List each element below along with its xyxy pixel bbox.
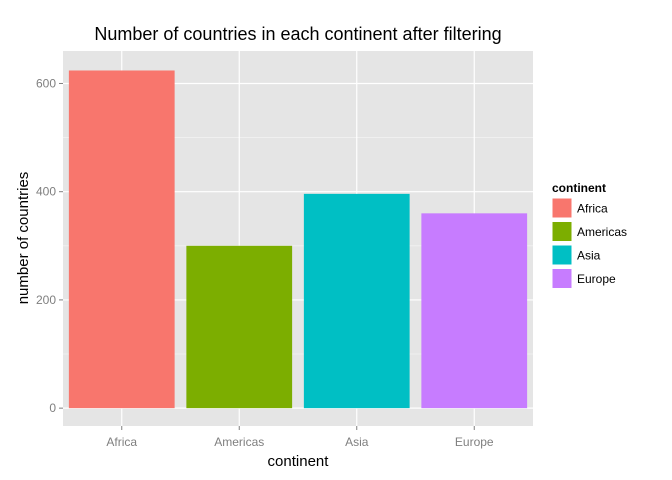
legend-key-asia bbox=[551, 244, 573, 266]
bar-europe bbox=[421, 213, 528, 409]
legend-title: continent bbox=[552, 181, 606, 195]
chart-title: Number of countries in each continent af… bbox=[94, 24, 501, 44]
y-tick-label: 0 bbox=[49, 401, 56, 415]
legend-key-africa bbox=[551, 197, 573, 219]
x-axis: Africa Americas Asia Europe bbox=[106, 426, 494, 449]
y-tick-label: 200 bbox=[36, 293, 56, 307]
y-tick-label: 400 bbox=[36, 185, 56, 199]
x-tick-label: Americas bbox=[214, 435, 264, 449]
legend: continent Africa Americas Asia Europe bbox=[551, 181, 627, 289]
bar-americas bbox=[186, 245, 293, 409]
legend-label: Europe bbox=[577, 272, 616, 286]
legend-key-europe bbox=[551, 268, 573, 289]
legend-key-americas bbox=[551, 221, 573, 242]
legend-label: Africa bbox=[577, 202, 608, 216]
x-tick-label: Africa bbox=[106, 435, 137, 449]
x-axis-title: continent bbox=[268, 453, 330, 470]
legend-label: Americas bbox=[577, 225, 627, 239]
bar-africa bbox=[68, 70, 175, 409]
y-axis: 0 200 400 600 bbox=[36, 76, 63, 415]
x-tick-label: Europe bbox=[455, 435, 494, 449]
bars bbox=[68, 70, 528, 409]
y-tick-label: 600 bbox=[36, 76, 56, 90]
bar-asia bbox=[303, 193, 410, 409]
legend-items: Africa Americas Asia Europe bbox=[551, 197, 627, 289]
legend-label: Asia bbox=[577, 249, 601, 263]
x-tick-label: Asia bbox=[345, 435, 369, 449]
y-axis-title: number of countries bbox=[15, 172, 32, 305]
